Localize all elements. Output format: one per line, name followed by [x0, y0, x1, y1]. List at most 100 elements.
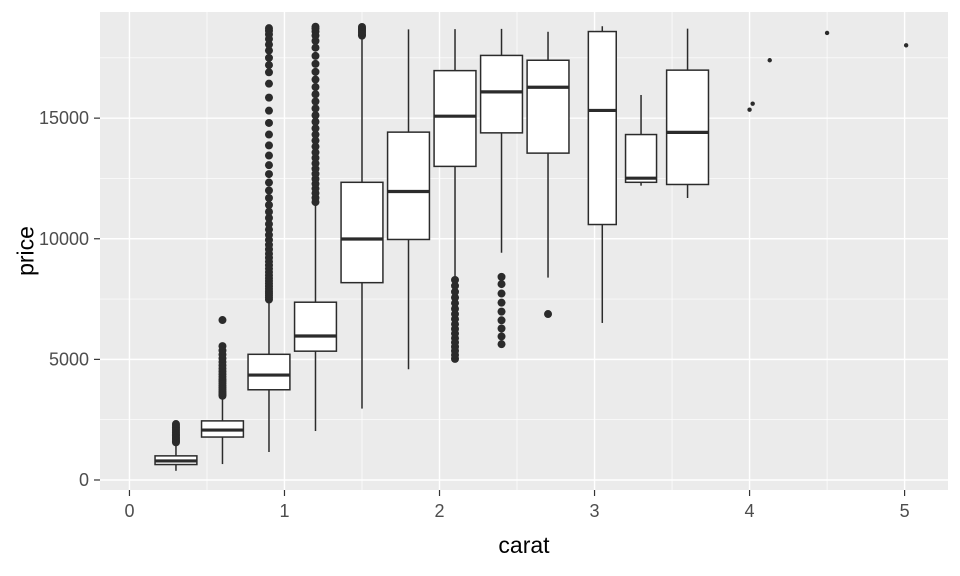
- boxplot-group: [624, 94, 658, 186]
- data-point: [767, 58, 772, 63]
- outlier-point: [497, 280, 506, 289]
- x-tick-label: 3: [590, 501, 600, 521]
- outlier-point: [311, 153, 320, 162]
- x-tick-label: 4: [745, 501, 755, 521]
- outlier-point: [264, 200, 273, 209]
- outlier-point: [264, 118, 273, 127]
- y-tick-label: 15000: [39, 108, 89, 128]
- data-point: [824, 30, 830, 36]
- outlier-point: [311, 111, 320, 120]
- box-iqr: [340, 181, 384, 284]
- outlier-point: [311, 159, 320, 168]
- outlier-point: [264, 220, 273, 229]
- outlier-point: [497, 289, 506, 298]
- y-tick-label: 0: [79, 470, 89, 490]
- outlier-point: [311, 117, 320, 126]
- boxplot-group: [526, 31, 570, 319]
- outlier-point: [311, 59, 320, 68]
- data-point: [747, 107, 752, 112]
- box-iqr: [433, 69, 477, 168]
- outlier-point: [264, 225, 273, 234]
- outlier-point: [311, 75, 320, 84]
- boxplot-group: [587, 26, 617, 323]
- outlier-point: [264, 79, 273, 88]
- outlier-point: [264, 193, 273, 202]
- outlier-point: [311, 83, 320, 92]
- y-axis-label: price: [12, 226, 39, 276]
- x-tick-label: 2: [435, 501, 445, 521]
- boxplot-group: [200, 316, 245, 465]
- outlier-point: [311, 43, 320, 52]
- outlier-point: [264, 186, 273, 195]
- outlier-point: [264, 24, 273, 33]
- outlier-point: [264, 207, 273, 216]
- outlier-point: [264, 170, 273, 179]
- outlier-point: [264, 46, 273, 55]
- boxplot-group: [665, 28, 710, 198]
- boxplot-group: [340, 22, 384, 409]
- data-point: [903, 43, 909, 48]
- outlier-point: [451, 281, 460, 290]
- x-axis-label: carat: [498, 532, 550, 558]
- outlier-point: [264, 130, 273, 139]
- outlier-point: [264, 106, 273, 115]
- outlier-point: [311, 104, 320, 113]
- outlier-point: [264, 53, 273, 62]
- outlier-point: [311, 22, 320, 31]
- outlier-point: [218, 342, 227, 351]
- outlier-point: [311, 136, 320, 145]
- outlier-point: [497, 340, 506, 349]
- outlier-point: [497, 316, 506, 325]
- plot-panel: [100, 12, 948, 490]
- outlier-point: [497, 332, 506, 341]
- outlier-point: [264, 61, 273, 70]
- outlier-point: [497, 298, 506, 307]
- box-iqr: [386, 131, 431, 241]
- outlier-point: [451, 287, 460, 296]
- x-tick-label: 0: [124, 501, 134, 521]
- outlier-point: [311, 124, 320, 133]
- boxplot-group: [433, 29, 477, 363]
- x-tick-label: 1: [279, 501, 289, 521]
- outlier-point: [218, 316, 227, 325]
- boxplot-group: [386, 29, 431, 370]
- outlier-point: [311, 97, 320, 106]
- outlier-point: [451, 276, 460, 285]
- boxplot-group: [154, 420, 198, 471]
- outlier-point: [171, 420, 180, 429]
- boxplot-group: [293, 22, 338, 432]
- box-iqr: [624, 133, 658, 184]
- outlier-point: [264, 141, 273, 150]
- outlier-point: [264, 161, 273, 170]
- boxplot-group: [247, 24, 291, 453]
- outlier-point: [264, 40, 273, 49]
- outlier-point: [497, 272, 506, 281]
- y-tick-label: 10000: [39, 229, 89, 249]
- y-tick-label: 5000: [49, 349, 89, 369]
- box-iqr: [293, 301, 338, 352]
- outlier-point: [357, 22, 366, 31]
- outlier-point: [264, 93, 273, 102]
- outlier-point: [264, 178, 273, 187]
- outlier-point: [311, 67, 320, 76]
- x-tick-label: 5: [900, 501, 910, 521]
- box-iqr: [479, 54, 524, 134]
- outlier-point: [264, 151, 273, 160]
- box-iqr: [247, 353, 291, 391]
- outlier-point: [497, 324, 506, 333]
- outlier-point: [311, 142, 320, 151]
- outlier-point: [311, 90, 320, 99]
- outlier-point: [544, 310, 553, 319]
- outlier-point: [497, 307, 506, 316]
- box-iqr: [587, 30, 617, 226]
- outlier-point: [311, 130, 320, 139]
- data-point: [750, 101, 755, 106]
- outlier-point: [451, 299, 460, 308]
- outlier-point: [264, 214, 273, 223]
- outlier-point: [264, 68, 273, 77]
- boxplot-group: [479, 28, 524, 349]
- outlier-point: [451, 304, 460, 313]
- outlier-point: [451, 293, 460, 302]
- box-iqr: [526, 59, 570, 154]
